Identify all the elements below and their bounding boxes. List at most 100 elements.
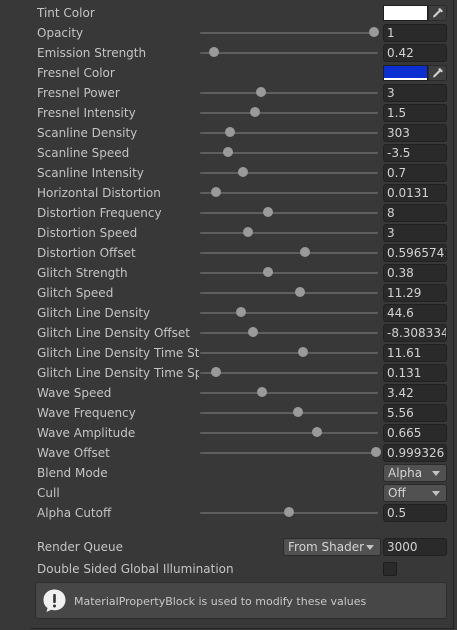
property-row-fresnel-power: Fresnel Power 3	[37, 83, 450, 103]
wave-offset-slider-thumb[interactable]	[371, 447, 382, 457]
glitch-line-density-time-spe-value-field[interactable]: 0.131	[383, 364, 447, 382]
wave-frequency-slider-track[interactable]	[200, 412, 378, 414]
alpha-bar	[384, 78, 427, 80]
distortion-speed-slider-thumb[interactable]	[243, 227, 254, 237]
distortion-frequency-slider-thumb[interactable]	[262, 207, 273, 217]
eyedropper-icon	[433, 68, 443, 78]
wave-frequency-value-field[interactable]: 5.56	[383, 404, 447, 422]
render-queue-field[interactable]: 3000	[383, 538, 447, 556]
glitch-speed-value-field[interactable]: 11.29	[383, 284, 447, 302]
fresnel-intensity-value-field[interactable]: 1.5	[383, 104, 447, 122]
scanline-intensity-slider-track[interactable]	[200, 172, 378, 174]
property-label: Wave Offset	[37, 446, 110, 460]
scanline-intensity-slider-thumb[interactable]	[237, 167, 248, 177]
color-picker-button[interactable]	[428, 65, 447, 81]
glitch-line-density-slider-track[interactable]	[200, 312, 378, 314]
alpha-cutoff-slider-thumb[interactable]	[284, 507, 294, 517]
property-label: Horizontal Distortion	[37, 186, 161, 200]
property-label: Scanline Speed	[37, 146, 130, 160]
wave-amplitude-value-field[interactable]: 0.665	[383, 424, 447, 442]
fresnel-power-value-field[interactable]: 3	[383, 84, 447, 102]
wave-offset-slider-track[interactable]	[200, 452, 378, 454]
alpha-cutoff-value-field[interactable]: 0.5	[383, 504, 447, 522]
distortion-speed-slider-track[interactable]	[200, 232, 378, 234]
property-row-opacity: Opacity 1	[37, 23, 450, 43]
scanline-density-slider-thumb[interactable]	[225, 127, 236, 137]
fresnel-power-slider-track[interactable]	[200, 92, 378, 94]
blend-mode-dropdown[interactable]: Alpha	[383, 464, 447, 482]
glitch-line-density-time-stre-value-field[interactable]: 11.61	[383, 344, 447, 362]
horizontal-distortion-slider-track[interactable]	[200, 192, 378, 194]
cull-dropdown[interactable]: Off	[383, 484, 447, 502]
glitch-line-density-offset-slider-thumb[interactable]	[248, 327, 259, 337]
glitch-strength-slider-thumb[interactable]	[262, 267, 273, 277]
eyedropper-icon	[433, 8, 443, 18]
glitch-speed-slider-thumb[interactable]	[294, 287, 305, 297]
glitch-line-density-time-stre-slider-track[interactable]	[200, 352, 378, 354]
distortion-frequency-value-field[interactable]: 8	[383, 204, 447, 222]
distortion-offset-value-field[interactable]: 0.5965741	[383, 244, 447, 262]
property-row-fresnel-intensity: Fresnel Intensity 1.5	[37, 103, 450, 123]
property-label: Opacity	[37, 26, 84, 40]
glitch-line-density-time-spe-slider-thumb[interactable]	[211, 367, 222, 377]
property-row-glitch-line-density-time-stre: Glitch Line Density Time Stre 11.61	[37, 343, 450, 363]
horizontal-distortion-value-field[interactable]: 0.0131	[383, 184, 447, 202]
glitch-line-density-offset-value-field[interactable]: -8.308334	[383, 324, 447, 342]
glitch-line-density-time-stre-slider-thumb[interactable]	[298, 347, 309, 357]
fresnel-intensity-slider-thumb[interactable]	[250, 107, 261, 117]
wave-speed-value-field[interactable]: 3.42	[383, 384, 447, 402]
opacity-value-field[interactable]: 1	[383, 24, 447, 42]
wave-offset-value-field[interactable]: 0.999326	[383, 444, 447, 462]
distortion-offset-slider-thumb[interactable]	[300, 247, 311, 257]
wave-speed-slider-track[interactable]	[200, 392, 378, 394]
chevron-down-icon	[432, 491, 440, 496]
property-row-glitch-strength: Glitch Strength 0.38	[37, 263, 450, 283]
glitch-line-density-slider-thumb[interactable]	[235, 307, 246, 317]
fresnel-intensity-slider-track[interactable]	[200, 112, 378, 114]
wave-speed-slider-thumb[interactable]	[257, 387, 268, 397]
fresnel-color-swatch[interactable]	[383, 65, 428, 81]
scanline-speed-slider-thumb[interactable]	[223, 147, 234, 157]
render-queue-mode-dropdown[interactable]: From Shader	[283, 538, 381, 556]
property-row-glitch-speed: Glitch Speed 11.29	[37, 283, 450, 303]
chevron-down-icon	[366, 545, 374, 550]
wave-amplitude-slider-thumb[interactable]	[312, 427, 323, 437]
fresnel-power-slider-thumb[interactable]	[255, 87, 266, 97]
property-row-distortion-frequency: Distortion Frequency 8	[37, 203, 450, 223]
horizontal-distortion-slider-thumb[interactable]	[211, 187, 222, 197]
wave-frequency-slider-thumb[interactable]	[292, 407, 303, 417]
property-label: Emission Strength	[37, 46, 147, 60]
emission-strength-value-field[interactable]: 0.42	[383, 44, 447, 62]
property-row-tint-color: Tint Color	[37, 3, 450, 23]
property-label: Glitch Line Density Offset	[37, 326, 190, 340]
glitch-speed-slider-track[interactable]	[200, 292, 378, 294]
render-queue-row: Render Queue From Shader 3000	[37, 537, 450, 557]
emission-strength-slider-thumb[interactable]	[209, 47, 220, 57]
wave-amplitude-slider-track[interactable]	[200, 432, 378, 434]
double-sided-gi-checkbox[interactable]	[383, 562, 397, 576]
scanline-density-value-field[interactable]: 303	[383, 124, 447, 142]
tint-color-swatch[interactable]	[383, 5, 428, 21]
material-inspector-panel	[31, 0, 454, 629]
property-row-blend-mode: Blend Mode Alpha	[37, 463, 450, 483]
scanline-speed-slider-track[interactable]	[200, 152, 378, 154]
glitch-line-density-offset-slider-track[interactable]	[200, 332, 378, 334]
glitch-strength-value-field[interactable]: 0.38	[383, 264, 447, 282]
property-label: Glitch Speed	[37, 286, 114, 300]
emission-strength-slider-track[interactable]	[200, 52, 378, 54]
scanline-density-slider-track[interactable]	[200, 132, 378, 134]
distortion-offset-slider-track[interactable]	[200, 252, 378, 254]
scanline-speed-value-field[interactable]: -3.5	[383, 144, 447, 162]
glitch-line-density-time-spe-slider-track[interactable]	[200, 372, 378, 374]
color-picker-button[interactable]	[428, 5, 447, 21]
property-row-distortion-offset: Distortion Offset 0.5965741	[37, 243, 450, 263]
distortion-frequency-slider-track[interactable]	[200, 212, 378, 214]
opacity-slider-track[interactable]	[200, 32, 378, 34]
glitch-line-density-value-field[interactable]: 44.6	[383, 304, 447, 322]
scanline-intensity-value-field[interactable]: 0.7	[383, 164, 447, 182]
glitch-strength-slider-track[interactable]	[200, 272, 378, 274]
chevron-down-icon	[432, 471, 440, 476]
property-label: Distortion Offset	[37, 246, 136, 260]
distortion-speed-value-field[interactable]: 3	[383, 224, 447, 242]
opacity-slider-thumb[interactable]	[369, 27, 380, 37]
